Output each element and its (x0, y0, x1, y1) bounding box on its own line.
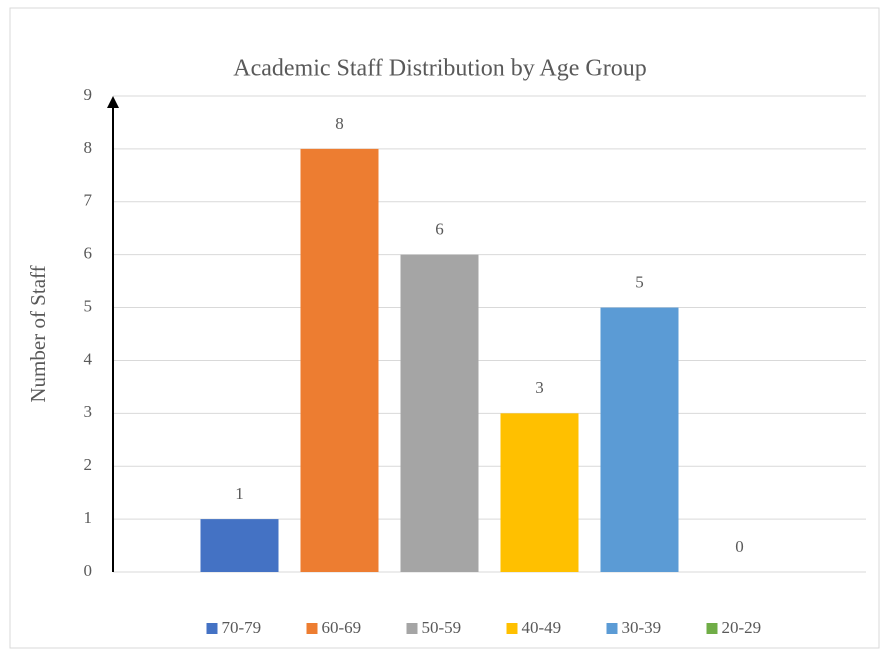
legend-swatch (606, 623, 618, 634)
legend-swatch (506, 623, 518, 634)
y-axis-label: Number of Staff (26, 265, 50, 402)
bar (400, 254, 479, 572)
y-tick-label: 2 (84, 455, 93, 474)
legend-label: 20-29 (722, 618, 762, 637)
y-tick-label: 9 (84, 85, 93, 104)
y-tick-label: 8 (84, 138, 93, 157)
legend-swatch (206, 623, 218, 634)
y-tick-label: 1 (84, 508, 93, 527)
data-label: 5 (635, 272, 644, 291)
bar (500, 413, 579, 572)
y-tick-label: 4 (84, 349, 93, 368)
legend-swatch (706, 623, 718, 634)
legend-label: 50-59 (422, 618, 462, 637)
data-label: 0 (735, 537, 744, 556)
legend-swatch (306, 623, 318, 634)
bar (200, 519, 279, 572)
data-label: 6 (435, 220, 444, 239)
data-label: 8 (335, 114, 344, 133)
legend-label: 60-69 (322, 618, 362, 637)
chart-title: Academic Staff Distribution by Age Group (233, 56, 646, 82)
legend-label: 30-39 (622, 618, 662, 637)
y-tick-label: 0 (84, 561, 93, 580)
y-axis-arrow (107, 96, 119, 108)
data-label: 1 (235, 484, 244, 503)
y-tick-label: 3 (84, 402, 93, 421)
legend-label: 70-79 (222, 618, 262, 637)
legend-label: 40-49 (522, 618, 562, 637)
bar (600, 307, 679, 572)
data-label: 3 (535, 378, 544, 397)
y-tick-label: 6 (84, 244, 93, 263)
y-tick-label: 5 (84, 296, 93, 315)
legend-swatch (406, 623, 418, 634)
y-tick-label: 7 (84, 191, 93, 210)
bar (300, 148, 379, 572)
